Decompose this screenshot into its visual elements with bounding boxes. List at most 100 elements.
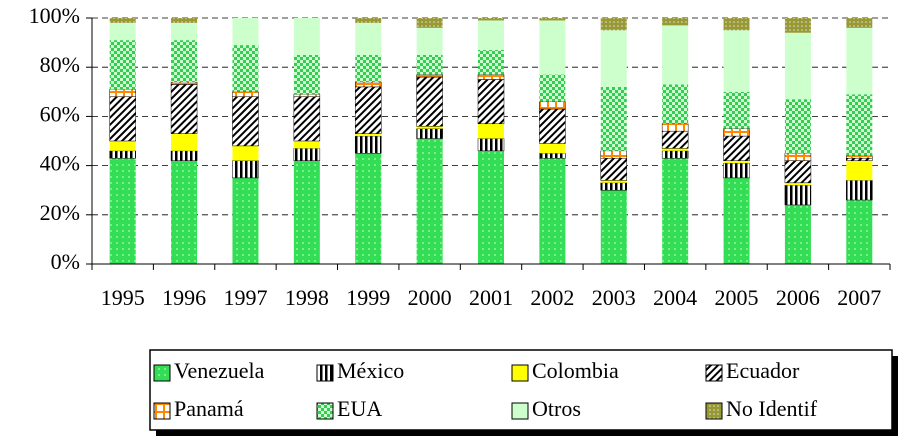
bar-segment: [170, 150, 198, 161]
legend-label: Otros: [532, 396, 581, 421]
bar-segment: [478, 150, 504, 264]
legend-swatch: [511, 364, 529, 382]
bar-segment: [723, 30, 750, 92]
bar-segment: [171, 40, 198, 82]
bar-segment: [600, 86, 627, 151]
bar-segment: [355, 22, 382, 55]
bar-segment: [784, 18, 811, 33]
bar-segment: [478, 49, 504, 75]
bar-segment: [846, 160, 873, 181]
y-tick-label: 0%: [51, 249, 80, 274]
bar-segment: [416, 76, 443, 127]
bar-segment: [846, 94, 873, 156]
bar-segment: [293, 94, 321, 97]
legend-swatch: [316, 364, 334, 382]
bar-segment: [232, 177, 259, 264]
bar-segment: [109, 18, 136, 23]
bar-segment: [600, 157, 628, 181]
bar-segment: [416, 27, 443, 55]
bar-segment: [846, 155, 873, 159]
bar-segment: [723, 91, 750, 129]
bar-segment: [539, 20, 566, 75]
legend-swatch: [153, 402, 171, 420]
bar-segment: [784, 160, 812, 184]
bar-segment: [539, 18, 566, 21]
bar-segment: [293, 54, 320, 95]
x-tick-label: 1997: [223, 285, 267, 310]
bar-segment: [416, 54, 443, 75]
bar-segment: [723, 18, 750, 31]
bar-segment: [662, 158, 689, 264]
legend-swatch: [705, 364, 723, 382]
bar-segment: [416, 126, 443, 129]
x-tick-label: 2004: [653, 285, 697, 310]
x-tick-label: 2005: [715, 285, 759, 310]
bar-segment: [784, 153, 812, 161]
bar-segment: [539, 74, 566, 102]
bar-segment: [293, 160, 320, 264]
bar-segment: [539, 108, 566, 144]
bar-segment: [109, 89, 136, 97]
bar-segment: [355, 54, 382, 82]
bar-segment: [355, 18, 382, 23]
bar-segment: [232, 145, 259, 161]
x-tick-label: 1998: [285, 285, 329, 310]
bar-segment: [109, 96, 136, 142]
x-tick-label: 1996: [162, 285, 206, 310]
x-tick-label: 2002: [530, 285, 574, 310]
bar-segment: [478, 18, 504, 21]
bar-segment: [416, 138, 443, 264]
x-tick-label: 2001: [469, 285, 513, 310]
legend-label: Venezuela: [174, 358, 265, 383]
bar-segment: [109, 141, 136, 151]
legend-label: México: [337, 358, 404, 383]
bar-segment: [784, 185, 812, 206]
x-tick-label: 1995: [101, 285, 145, 310]
x-tick-label: 2007: [837, 285, 881, 310]
bar-segment: [723, 135, 750, 161]
bar-segment: [661, 130, 689, 149]
bar-segment: [416, 18, 443, 28]
bar-segment: [539, 158, 566, 264]
legend-label: Colombia: [532, 358, 619, 383]
bar-segment: [355, 133, 382, 137]
bar-segment: [354, 86, 382, 134]
bar-segment: [661, 150, 689, 159]
bar-segment: [784, 32, 811, 100]
bar-segment: [661, 123, 689, 132]
bar-segment: [477, 79, 505, 125]
y-tick-label: 80%: [40, 52, 80, 77]
x-tick-label: 2006: [776, 285, 820, 310]
x-tick-label: 1999: [346, 285, 390, 310]
bar-segment: [416, 74, 443, 78]
bar-segment: [109, 40, 136, 90]
legend-label: Panamá: [174, 396, 244, 421]
bar-segment: [478, 20, 504, 50]
bar-segment: [232, 91, 259, 97]
legend-swatch: [153, 364, 171, 382]
bar-segment: [232, 18, 259, 46]
legend-swatch: [705, 402, 723, 420]
bar-segment: [109, 22, 136, 41]
legend-label: Ecuador: [726, 358, 800, 383]
bar-segment: [477, 74, 505, 80]
bar-segment: [723, 128, 750, 137]
bar-segment: [784, 99, 811, 154]
bar-segment: [416, 128, 443, 139]
bar-segment: [539, 153, 566, 159]
bar-segment: [171, 18, 198, 23]
bar-segment: [784, 182, 811, 186]
bar-segment: [171, 160, 198, 264]
bar-segment: [477, 138, 505, 152]
bar-segment: [232, 160, 259, 179]
bar-segment: [539, 143, 566, 154]
bar-segment: [171, 22, 198, 41]
bar-segment: [170, 81, 198, 85]
bar-segment: [539, 101, 566, 110]
bar-segment: [171, 133, 198, 151]
bar-segment: [293, 96, 321, 142]
bar-segment: [109, 158, 136, 264]
bar-segment: [600, 190, 627, 264]
legend-label: EUA: [337, 396, 382, 421]
